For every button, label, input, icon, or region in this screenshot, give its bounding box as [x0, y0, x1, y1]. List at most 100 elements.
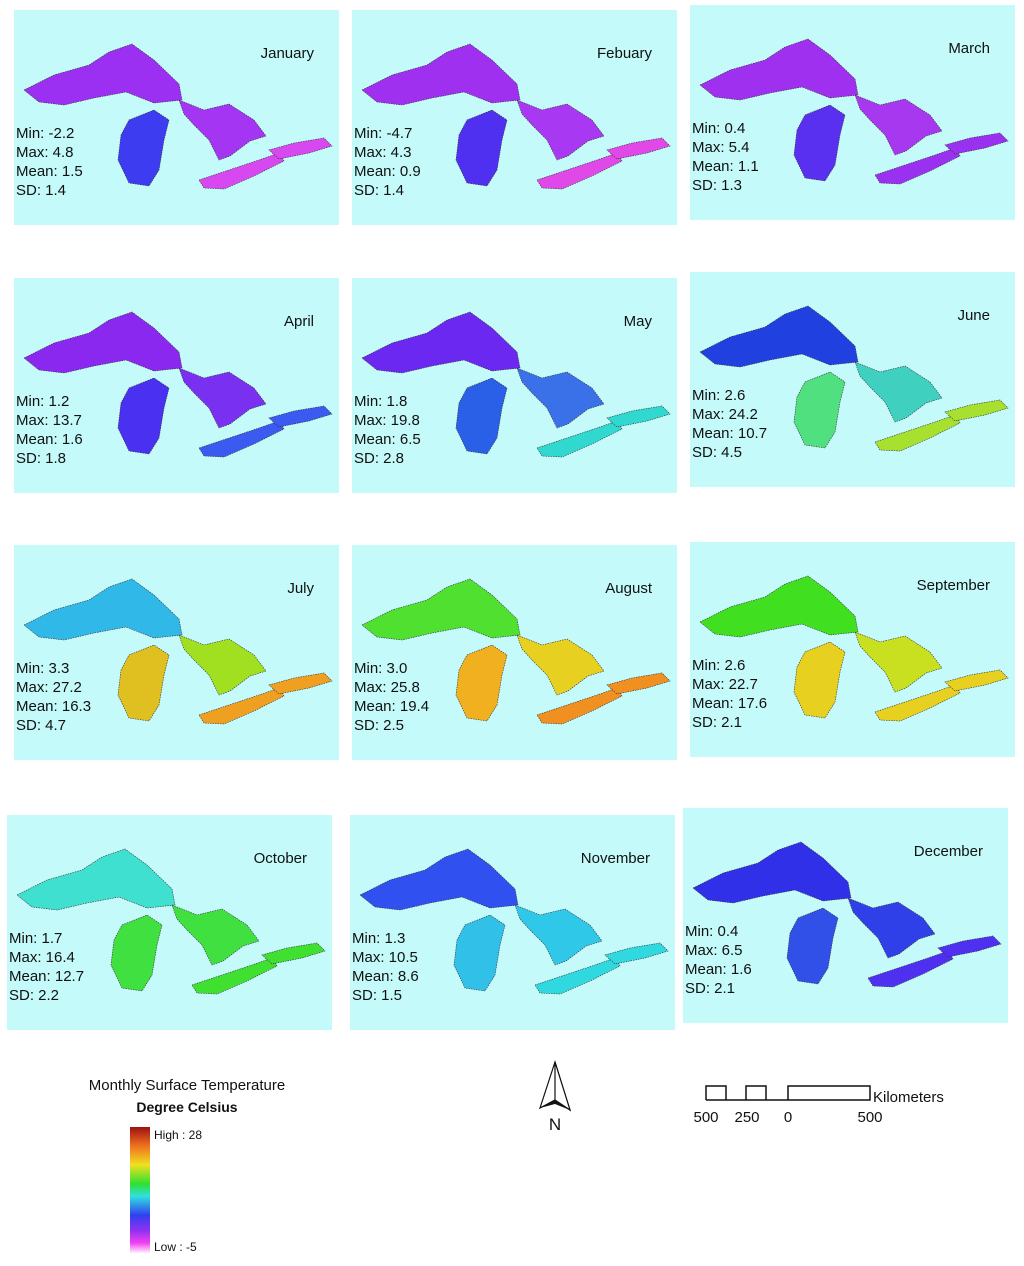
stat-line: Max: 16.4	[9, 949, 75, 966]
lake-michigan	[455, 644, 508, 722]
stat-line: SD: 1.8	[16, 450, 66, 467]
lake-huron	[178, 634, 267, 696]
month-label: December	[914, 843, 983, 860]
lake-michigan	[455, 377, 508, 455]
lake-erie-ontario	[198, 152, 285, 190]
stat-line: Mean: 1.6	[685, 961, 752, 978]
lake-erie-ontario	[536, 152, 623, 190]
legend-high: High : 28	[154, 1128, 202, 1142]
map-panel: May Min: 1.8 Max: 19.8 Mean: 6.5 SD: 2.8	[352, 278, 677, 493]
scale-bar	[705, 1085, 871, 1101]
map-panel: Febuary Min: -4.7 Max: 4.3 Mean: 0.9 SD: 1.4	[352, 10, 677, 225]
lake-erie-ontario	[874, 414, 961, 452]
lake-michigan	[117, 377, 170, 455]
stat-line: Min: 2.6	[692, 387, 745, 404]
panel-background	[14, 545, 339, 760]
stat-line: Mean: 1.5	[16, 163, 83, 180]
panel-background	[683, 808, 1008, 1023]
stat-line: Min: 1.2	[16, 393, 69, 410]
month-label: October	[254, 850, 307, 867]
lake-erie-ontario	[536, 687, 623, 725]
panel-background	[14, 278, 339, 493]
stat-line: Mean: 8.6	[352, 968, 419, 985]
lake-superior	[361, 578, 521, 641]
lake-erie-ontario	[606, 405, 671, 428]
stat-line: Max: 25.8	[354, 679, 420, 696]
stat-line: Min: 2.6	[692, 657, 745, 674]
lake-erie-ontario	[604, 942, 669, 965]
stat-line: Min: 3.3	[16, 660, 69, 677]
map-panel: September Min: 2.6 Max: 22.7 Mean: 17.6 SD: …	[690, 542, 1015, 757]
lake-superior	[359, 848, 519, 911]
map-panel: October Min: 1.7 Max: 16.4 Mean: 12.7 SD: 2.…	[7, 815, 332, 1030]
lake-erie-ontario	[867, 950, 954, 988]
panel-background	[690, 272, 1015, 487]
lake-erie-ontario	[198, 687, 285, 725]
lake-erie-ontario	[937, 935, 1002, 958]
stat-line: Max: 13.7	[16, 412, 82, 429]
stat-line: SD: 2.1	[685, 980, 735, 997]
legend-subtitle: Degree Celsius	[136, 1099, 237, 1115]
month-label: January	[261, 45, 315, 62]
map-panel: January Min: -2.2 Max: 4.8 Mean: 1.5 SD: 1.4	[14, 10, 339, 225]
stat-line: SD: 1.4	[16, 182, 66, 199]
lake-michigan	[117, 109, 170, 187]
stat-line: Mean: 1.6	[16, 431, 83, 448]
map-panel: August Min: 3.0 Max: 25.8 Mean: 19.4 SD: 2.5	[352, 545, 677, 760]
panel-background	[352, 278, 677, 493]
lake-huron	[178, 367, 267, 429]
lake-superior	[23, 311, 183, 374]
lake-erie-ontario	[874, 684, 961, 722]
stat-line: Max: 24.2	[692, 406, 758, 423]
map-panel: July Min: 3.3 Max: 27.2 Mean: 16.3 SD: 4.7	[14, 545, 339, 760]
lake-superior	[16, 848, 176, 911]
scale-label: 250	[734, 1109, 759, 1126]
lake-huron	[171, 904, 260, 966]
stat-line: Max: 27.2	[16, 679, 82, 696]
lake-michigan	[793, 104, 846, 182]
stat-line: Mean: 6.5	[354, 431, 421, 448]
lake-huron	[514, 904, 603, 966]
month-label: September	[917, 577, 990, 594]
stat-line: Min: 0.4	[685, 923, 738, 940]
stat-line: Min: 0.4	[692, 120, 745, 137]
stat-line: Mean: 1.1	[692, 158, 759, 175]
month-label: November	[581, 850, 650, 867]
stat-line: SD: 1.3	[692, 177, 742, 194]
lake-erie-ontario	[198, 420, 285, 458]
stat-line: Min: 1.8	[354, 393, 407, 410]
stat-line: Mean: 17.6	[692, 695, 767, 712]
stat-line: Max: 22.7	[692, 676, 758, 693]
lake-michigan	[110, 914, 163, 992]
stat-line: SD: 2.2	[9, 987, 59, 1004]
stat-line: Max: 4.8	[16, 144, 74, 161]
lake-huron	[178, 99, 267, 161]
stat-line: SD: 1.5	[352, 987, 402, 1004]
color-ramp	[130, 1127, 150, 1253]
lake-huron	[854, 631, 943, 693]
lake-erie-ontario	[268, 137, 333, 160]
month-label: Febuary	[597, 45, 653, 62]
lake-superior	[699, 575, 859, 638]
stat-line: Min: -4.7	[354, 125, 412, 142]
lake-erie-ontario	[944, 132, 1009, 155]
legend-low: Low : -5	[154, 1240, 197, 1254]
stat-line: Max: 5.4	[692, 139, 750, 156]
scale-label: 500	[857, 1109, 882, 1126]
lake-erie-ontario	[944, 399, 1009, 422]
month-label: July	[287, 580, 314, 597]
map-panel: June Min: 2.6 Max: 24.2 Mean: 10.7 SD: 4.5	[690, 272, 1015, 487]
scale-label: 0	[784, 1109, 792, 1126]
lake-huron	[847, 897, 936, 959]
stat-line: SD: 1.4	[354, 182, 404, 199]
lake-huron	[516, 367, 605, 429]
month-label: June	[957, 307, 990, 324]
lake-huron	[516, 634, 605, 696]
stat-line: Mean: 0.9	[354, 163, 421, 180]
stat-line: Max: 6.5	[685, 942, 743, 959]
lake-michigan	[786, 907, 839, 985]
lake-erie-ontario	[606, 672, 671, 695]
panel-background	[690, 5, 1015, 220]
lake-superior	[699, 38, 859, 101]
